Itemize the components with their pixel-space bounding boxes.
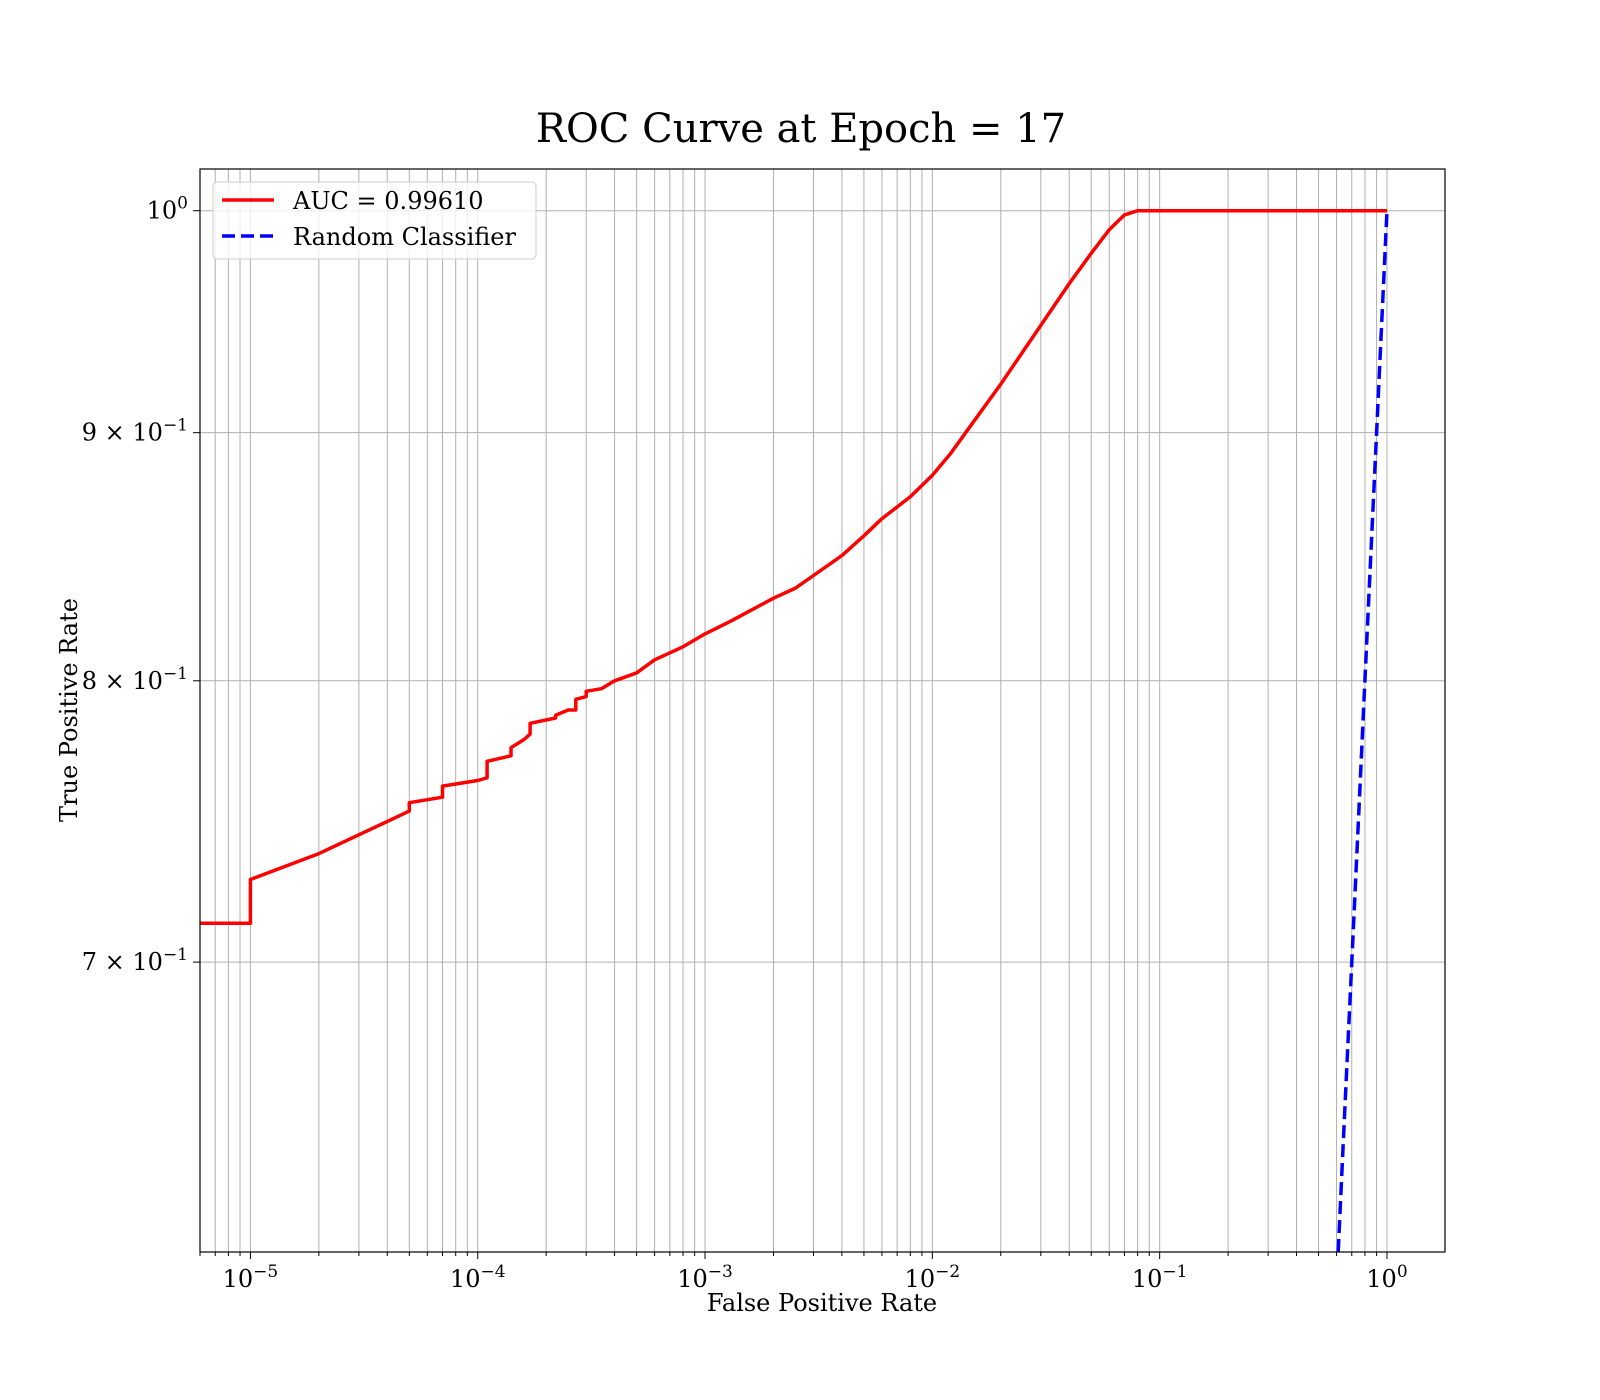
chart-title: ROC Curve at Epoch = 17 xyxy=(536,106,1066,152)
y-axis-label: True Positive Rate xyxy=(55,598,83,822)
x-axis-label: False Positive Rate xyxy=(707,1289,937,1317)
y-tick-label: 100 xyxy=(147,194,188,225)
y-tick-label: 9 × 10−1 xyxy=(82,416,188,447)
roc-curve-line xyxy=(200,208,1387,926)
x-tick-label: 10−4 xyxy=(450,1262,506,1293)
x-tick-label: 10−2 xyxy=(905,1262,961,1293)
random-classifier-line xyxy=(1336,210,1389,1252)
grid-layer xyxy=(199,169,1445,1252)
legend-box xyxy=(212,181,537,260)
plot-frame xyxy=(199,168,1446,1253)
y-tick-label: 8 × 10−1 xyxy=(82,664,188,695)
x-tick-label: 100 xyxy=(1366,1262,1407,1293)
legend-label-auc: AUC = 0.99610 xyxy=(292,187,484,215)
x-tick-label: 10−5 xyxy=(223,1262,279,1293)
x-tick-label: 10−3 xyxy=(677,1262,733,1293)
tick-layer: 10−5 10−4 10−3 10−2 10−1 100 100 9 × 10−1 8 × 10… xyxy=(82,194,1408,1293)
x-tick-label: 10−1 xyxy=(1132,1262,1188,1293)
series-layer xyxy=(200,208,1389,1252)
legend-label-random: Random Classifier xyxy=(293,223,516,251)
legend: AUC = 0.99610 Random Classifier xyxy=(212,181,537,260)
y-tick-label: 7 × 10−1 xyxy=(82,945,188,976)
